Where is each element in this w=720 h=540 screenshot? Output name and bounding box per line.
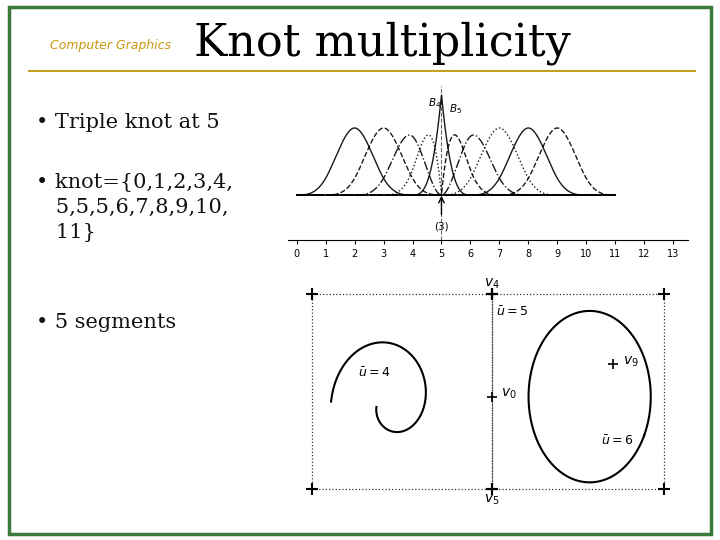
Text: $v_9$: $v_9$ xyxy=(623,354,638,369)
Text: (3): (3) xyxy=(434,221,449,231)
Text: $v_4$: $v_4$ xyxy=(484,276,500,291)
Text: $v_0$: $v_0$ xyxy=(501,387,517,401)
Text: Computer Graphics: Computer Graphics xyxy=(50,39,171,52)
Text: $B_5$: $B_5$ xyxy=(449,103,462,116)
Text: Knot multiplicity: Knot multiplicity xyxy=(194,22,571,65)
Text: $B_4$: $B_4$ xyxy=(428,97,442,110)
Text: $v_5$: $v_5$ xyxy=(484,493,500,507)
Text: • Triple knot at 5: • Triple knot at 5 xyxy=(36,113,220,132)
Text: $\bar{u}=5$: $\bar{u}=5$ xyxy=(495,305,528,319)
Text: $\bar{u}=4$: $\bar{u}=4$ xyxy=(358,367,390,380)
Text: $\bar{u}=6$: $\bar{u}=6$ xyxy=(601,435,634,448)
Text: • 5 segments: • 5 segments xyxy=(36,313,176,332)
Text: • knot={0,1,2,3,4,
   5,5,5,6,7,8,9,10,
   11}: • knot={0,1,2,3,4, 5,5,5,6,7,8,9,10, 11} xyxy=(36,173,233,242)
